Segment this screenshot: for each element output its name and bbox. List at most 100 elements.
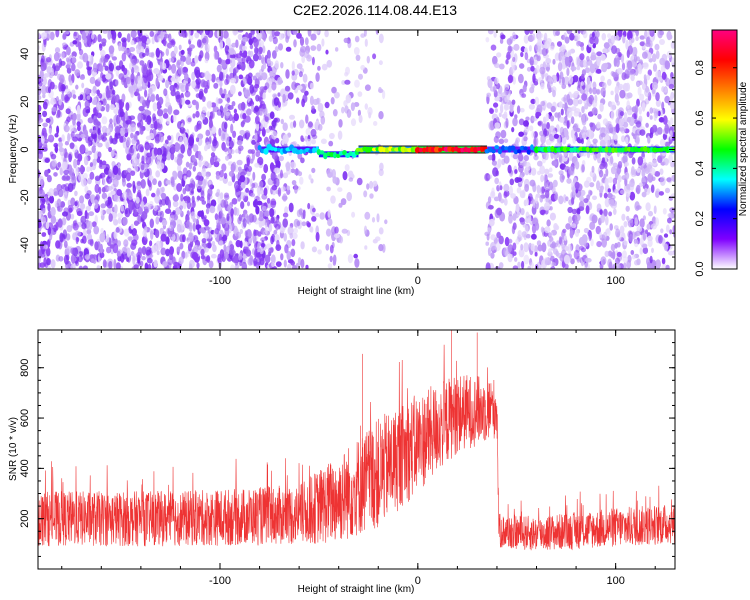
heatmap-cell [229,247,235,256]
heatmap-cell [201,238,207,244]
heatmap-cell [94,175,101,182]
heatmap-cell [110,137,114,144]
heatmap-cell [509,36,514,44]
heatmap-cell [608,261,613,269]
ridge-cell [257,145,262,151]
heatmap-cell [325,228,332,237]
heatmap-cell [239,259,243,267]
heatmap-cell [273,229,278,235]
heatmap-cell [490,44,497,51]
heatmap-cell [230,123,234,134]
heatmap-cell [634,259,640,266]
heatmap-cell [196,39,202,48]
heatmap-cell [569,32,575,41]
heatmap-cell [299,119,305,129]
heatmap-cell [632,46,638,57]
heatmap-cell [149,201,154,207]
heatmap-cell [257,242,261,253]
heatmap-cell [148,87,153,95]
heatmap-cell [82,52,89,63]
heatmap-cell [141,35,147,44]
colorbar-ticks: 0.00.20.40.60.8 [694,60,737,277]
heatmap-cell [38,104,42,112]
heatmap-cell [119,60,124,69]
heatmap-cell [504,236,510,247]
heatmap-cell [550,115,555,122]
heatmap-cell [65,96,70,102]
heatmap-cell [42,122,48,128]
heatmap-cell [271,150,278,160]
heatmap-cell [161,186,165,193]
heatmap-cell [128,86,134,93]
heatmap-cell [596,58,601,67]
heatmap-cell [264,254,271,264]
frequency-ridge [257,143,675,160]
heatmap-cell [661,71,667,80]
heatmap-cell [152,102,158,112]
heatmap-cell [275,261,282,267]
heatmap-cell [56,205,63,212]
heatmap-cell [81,30,87,41]
heatmap-cell [76,210,83,217]
heatmap-cell [668,83,675,89]
heatmap-cell [115,262,121,269]
heatmap-cell [140,146,144,153]
heatmap-cell [121,246,128,255]
heatmap-cell [354,258,360,268]
heatmap-cell [155,47,160,58]
heatmap-cell [563,235,568,241]
heatmap-cell [636,225,643,233]
heatmap-cell [655,70,662,80]
heatmap-cell [568,166,575,176]
heatmap-cell [235,207,240,217]
heatmap-cell [282,218,289,228]
heatmap-cell [141,256,146,261]
heatmap-cell [646,223,651,230]
heatmap-cell [579,195,584,202]
heatmap-cell [117,217,122,224]
heatmap-cell [549,236,554,242]
heatmap-cell [155,216,160,225]
heatmap-cell [53,172,58,177]
heatmap-cell [366,55,370,64]
heatmap-cell [121,37,127,43]
heatmap-cell [544,180,547,189]
heatmap-cell [63,169,70,175]
ridge-cell [319,150,325,155]
heatmap-cell [530,167,537,176]
heatmap-cell [654,43,660,51]
heatmap-cell [262,45,266,54]
heatmap-cell [99,64,104,73]
heatmap-cell [270,235,274,245]
heatmap-cell [573,123,579,132]
heatmap-cell [78,41,82,52]
heatmap-cell [330,195,336,204]
heatmap-cell [521,231,527,238]
heatmap-cell [258,110,263,116]
heatmap-cell [274,167,281,174]
heatmap-cell [552,58,556,65]
heatmap-cell [236,159,243,166]
heatmap-cell [669,130,673,140]
heatmap-cell [266,49,271,60]
heatmap-cell [224,133,230,144]
heatmap-cell [63,124,70,133]
heatmap-cell [625,82,631,92]
heatmap-cell [89,128,93,133]
heatmap-cell [103,57,109,63]
heatmap-cell [128,47,136,52]
heatmap-cell [139,260,144,267]
heatmap-cell [634,230,641,237]
heatmap-cell [202,35,209,46]
heatmap-cell [144,262,149,269]
heatmap-cell [668,154,673,164]
colorbar-label: Normalized spectral amplitude [738,81,749,216]
heatmap-cell [93,199,99,209]
heatmap-cell [159,201,163,208]
heatmap-cell [140,179,146,189]
heatmap-cell [567,107,573,112]
heatmap-cell [50,206,56,217]
heatmap-cell [545,48,549,54]
heatmap-cell [658,234,663,244]
